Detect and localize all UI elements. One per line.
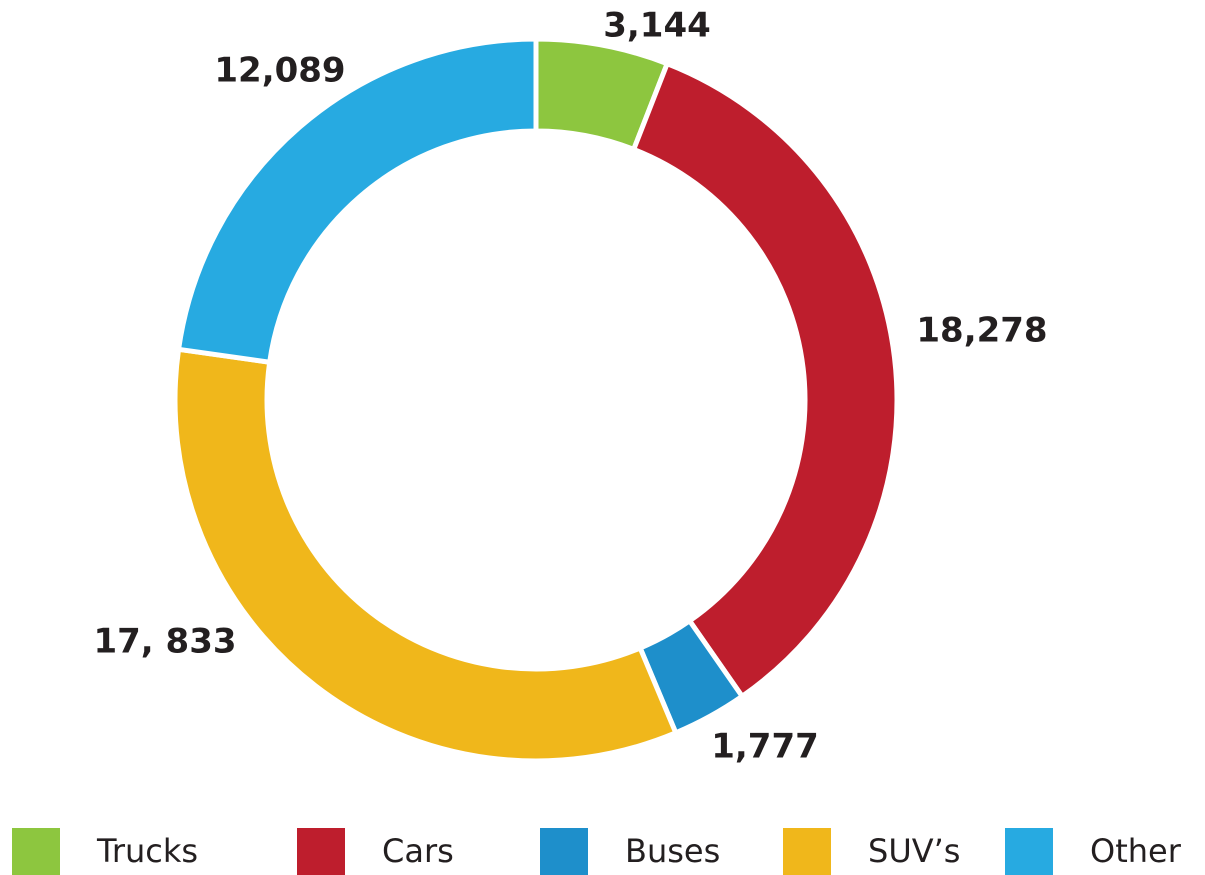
legend-swatch bbox=[783, 828, 831, 875]
value-label: 12,089 bbox=[214, 51, 345, 91]
legend-swatch bbox=[12, 828, 60, 875]
legend-label: Cars bbox=[382, 832, 454, 870]
legend-swatch bbox=[297, 828, 345, 875]
value-label: 18,278 bbox=[916, 311, 1047, 351]
legend-label: SUV’s bbox=[868, 832, 960, 870]
legend-label: Trucks bbox=[96, 832, 198, 870]
donut-segment bbox=[172, 346, 680, 764]
value-label: 3,144 bbox=[603, 6, 711, 46]
value-label: 1,777 bbox=[711, 727, 819, 767]
legend-swatch bbox=[540, 828, 588, 875]
legend-label: Buses bbox=[625, 832, 720, 870]
legend-swatch bbox=[1005, 828, 1053, 875]
legend-label: Other bbox=[1090, 832, 1182, 870]
value-label: 17, 833 bbox=[93, 622, 236, 662]
donut-segment bbox=[630, 60, 900, 700]
donut-segment bbox=[175, 36, 539, 366]
